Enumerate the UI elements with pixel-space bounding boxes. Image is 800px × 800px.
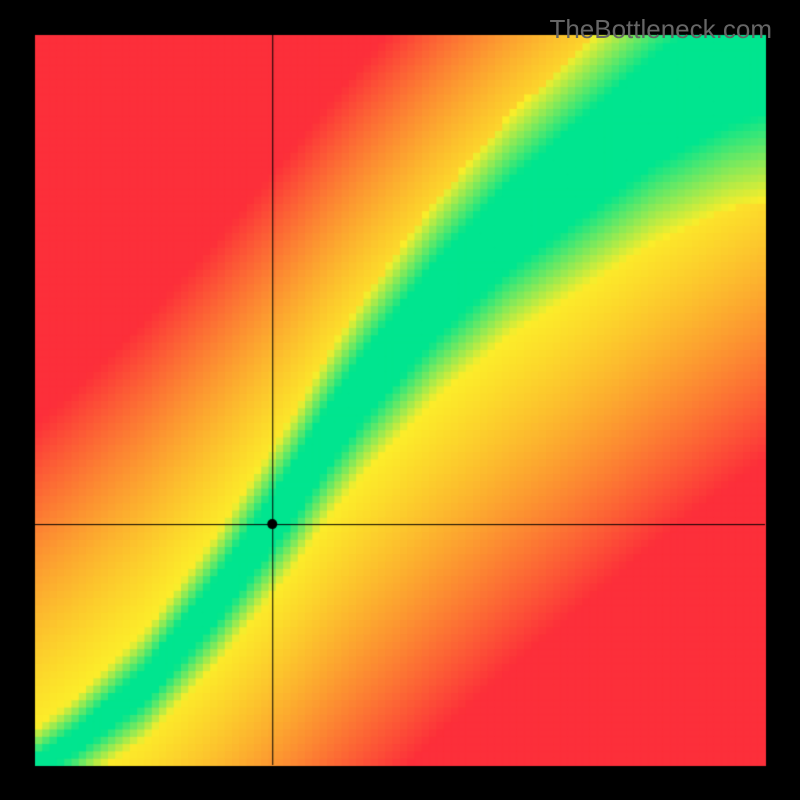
chart-container: TheBottleneck.com (0, 0, 800, 800)
bottleneck-heatmap (0, 0, 800, 800)
watermark-label: TheBottleneck.com (549, 14, 772, 45)
